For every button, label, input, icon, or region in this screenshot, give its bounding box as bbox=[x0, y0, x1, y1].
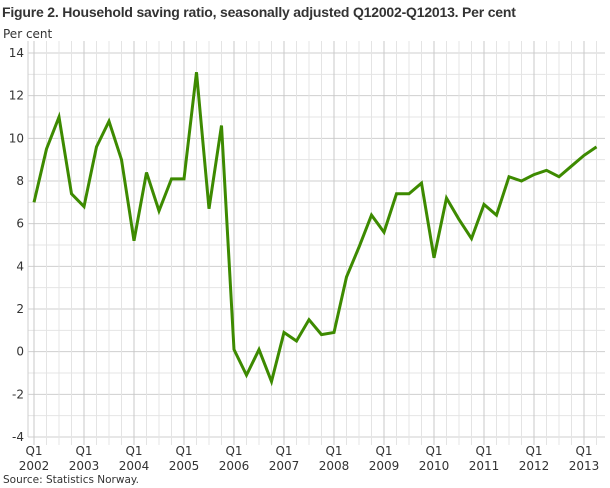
x-tick-label-year: 2008 bbox=[319, 459, 350, 473]
x-tick-label-quarter: Q1 bbox=[525, 444, 542, 458]
x-tick-label-year: 2004 bbox=[119, 459, 150, 473]
x-tick-label-quarter: Q1 bbox=[175, 444, 192, 458]
x-tick-label-quarter: Q1 bbox=[225, 444, 242, 458]
x-tick-label-year: 2002 bbox=[19, 459, 50, 473]
series-line bbox=[32, 72, 598, 387]
y-axis-label: Per cent bbox=[3, 27, 53, 41]
y-tick-label: 8 bbox=[16, 174, 24, 188]
x-tick-label-year: 2009 bbox=[369, 459, 400, 473]
y-tick-label: -4 bbox=[12, 430, 24, 444]
x-tick-label-quarter: Q1 bbox=[75, 444, 92, 458]
x-tick-label-quarter: Q1 bbox=[575, 444, 592, 458]
y-tick-label: 0 bbox=[16, 345, 24, 359]
x-tick-label-quarter: Q1 bbox=[425, 444, 442, 458]
x-tick-label-year: 2011 bbox=[469, 459, 500, 473]
x-tick-label-quarter: Q1 bbox=[325, 444, 342, 458]
x-tick-label-year: 2012 bbox=[519, 459, 550, 473]
y-tick-label: 12 bbox=[9, 89, 24, 103]
y-tick-label: 4 bbox=[16, 259, 24, 273]
source-note: Source: Statistics Norway. bbox=[3, 474, 139, 486]
x-tick-label-quarter: Q1 bbox=[125, 444, 142, 458]
y-tick-label: 6 bbox=[16, 217, 24, 231]
x-tick-label-quarter: Q1 bbox=[25, 444, 42, 458]
x-tick-label-quarter: Q1 bbox=[475, 444, 492, 458]
x-tick-label-quarter: Q1 bbox=[375, 444, 392, 458]
y-tick-label: -2 bbox=[12, 387, 24, 401]
y-tick-label: 2 bbox=[16, 302, 24, 316]
x-tick-label-year: 2013 bbox=[569, 459, 600, 473]
x-tick-label-year: 2010 bbox=[419, 459, 450, 473]
x-tick-label-quarter: Q1 bbox=[275, 444, 292, 458]
x-tick-label-year: 2005 bbox=[169, 459, 200, 473]
y-tick-label: 14 bbox=[9, 46, 24, 60]
x-tick-label-year: 2007 bbox=[269, 459, 300, 473]
y-tick-label: 10 bbox=[9, 131, 24, 145]
chart-title: Figure 2. Household saving ratio, season… bbox=[2, 4, 516, 20]
x-tick-label-year: 2003 bbox=[69, 459, 100, 473]
x-tick-label-year: 2006 bbox=[219, 459, 250, 473]
